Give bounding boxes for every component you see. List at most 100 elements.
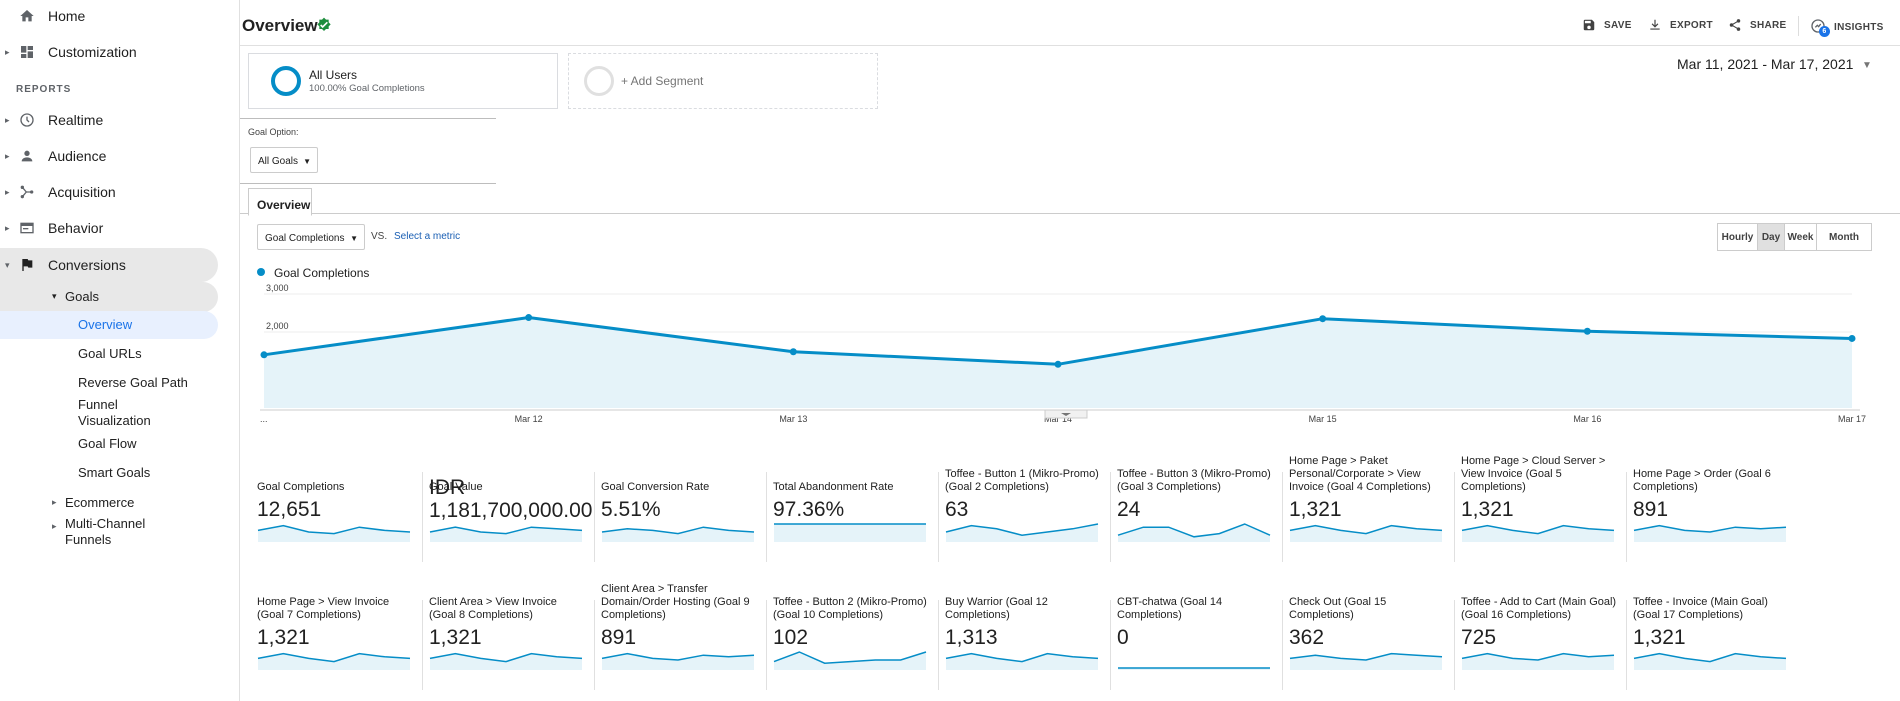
scorecard[interactable]: Toffee - Add to Cart (Main Goal) (Goal 1… (1461, 584, 1621, 672)
scorecard[interactable]: Client Area > Transfer Domain/Order Host… (601, 583, 761, 672)
person-icon (18, 147, 36, 165)
scorecard[interactable]: Check Out (Goal 15 Completions) 362 (1289, 584, 1449, 672)
caret-down-icon: ▼ (350, 234, 358, 243)
scorecard-value: 362 (1289, 626, 1325, 649)
sidebar-item-ecommerce[interactable]: ▸ Ecommerce (0, 486, 218, 518)
scorecard-title: Goal Conversion Rate (601, 481, 710, 493)
sparkline-line (945, 523, 1099, 536)
scorecard[interactable]: Goal Completions 12,651 (257, 456, 417, 544)
behavior-icon (18, 219, 36, 237)
save-button[interactable]: SAVE (1582, 18, 1632, 32)
scorecard[interactable]: Home Page > Cloud Server > View Invoice … (1461, 455, 1621, 544)
scorecard-value: 24 (1117, 498, 1141, 521)
share-button[interactable]: SHARE (1728, 18, 1787, 32)
sparkline-line (945, 652, 1099, 663)
tab-overview[interactable]: Overview (248, 188, 312, 216)
sidebar-item-multi-channel-funnels[interactable]: Multi-Channel Funnels (65, 516, 146, 547)
scorecard-title: Client Area > Transfer Domain/Order Host… (601, 583, 750, 621)
x-tick-label: Mar 17 (1838, 414, 1866, 424)
sidebar-item-acquisition[interactable]: ▸ Acquisition (0, 176, 218, 208)
vs-label: VS. (371, 231, 388, 242)
export-button[interactable]: EXPORT (1648, 18, 1713, 32)
goal-option-label: Goal Option: (248, 127, 299, 137)
sidebar-item-funnel-visualization[interactable]: Funnel Visualization (78, 397, 151, 428)
scorecard-divider (766, 472, 767, 562)
save-label: SAVE (1604, 19, 1632, 31)
scorecard-divider (1110, 472, 1111, 562)
sidebar-item-goals[interactable]: ▾ Goals (0, 280, 218, 312)
scorecard[interactable]: Buy Warrior (Goal 12 Completions) 1,313 (945, 584, 1105, 672)
x-tick-label: ... (260, 414, 268, 424)
scorecard[interactable]: Home Page > View Invoice (Goal 7 Complet… (257, 584, 417, 672)
sidebar-item-home[interactable]: Home (0, 0, 218, 32)
insights-icon: 6 (1810, 18, 1830, 37)
granularity-month-button[interactable]: Month (1816, 223, 1872, 251)
sparkline-area (774, 652, 926, 670)
segment-all-users[interactable]: All Users 100.00% Goal Completions (248, 53, 558, 109)
sparkline-line (601, 652, 755, 661)
page-title: Overview (242, 16, 318, 35)
sidebar-item-goal-flow[interactable]: Goal Flow (78, 436, 137, 451)
goal-option-select[interactable]: All Goals ▼ (250, 147, 318, 173)
metric-select[interactable]: Goal Completions ▼ (257, 224, 365, 250)
granularity-day-button[interactable]: Day (1757, 223, 1785, 251)
sparkline-line (1117, 523, 1271, 538)
sidebar-item-audience[interactable]: ▸ Audience (0, 140, 218, 172)
dashboard-icon (18, 43, 36, 61)
sparkline-line (1461, 524, 1615, 535)
caret-right-icon: ▸ (52, 521, 57, 531)
x-tick-label: Mar 16 (1573, 414, 1601, 424)
flag-icon (18, 256, 36, 274)
date-range-picker[interactable]: Mar 11, 2021 - Mar 17, 2021 (1677, 56, 1854, 72)
sidebar-item-conversions[interactable]: ▾ Conversions (0, 249, 218, 281)
insights-button[interactable]: 6 INSIGHTS (1810, 18, 1884, 37)
scorecard-title: Client Area > View Invoice (Goal 8 Compl… (429, 596, 557, 621)
sidebar-item-reverse-goal-path[interactable]: Reverse Goal Path (78, 375, 188, 390)
sidebar-item-goals-overview[interactable]: Overview (78, 317, 133, 332)
series-area (264, 317, 1852, 408)
scorecard[interactable]: Toffee - Button 3 (Mikro-Promo) (Goal 3 … (1117, 456, 1277, 544)
add-segment-label: + Add Segment (621, 74, 704, 88)
sidebar-item-label: Customization (48, 44, 137, 60)
scorecard-sparkline (773, 651, 927, 670)
scorecard[interactable]: Toffee - Invoice (Main Goal) (Goal 17 Co… (1633, 584, 1793, 672)
granularity-hourly-button[interactable]: Hourly (1717, 223, 1758, 251)
scorecard-divider (1454, 472, 1455, 562)
granularity-week-button[interactable]: Week (1784, 223, 1817, 251)
scorecard[interactable]: Goal Conversion Rate 5.51% (601, 456, 761, 544)
sparkline-area (1290, 653, 1442, 670)
scorecard[interactable]: Goal Value IDR 1,181,700,000.00 (429, 456, 593, 544)
scorecard-divider (1282, 600, 1283, 690)
sparkline-area (946, 524, 1098, 542)
sidebar-item-realtime[interactable]: ▸ Realtime (0, 104, 218, 136)
sparkline-line (257, 652, 411, 663)
add-segment-button[interactable]: + Add Segment (568, 53, 878, 109)
sidebar-item-customization[interactable]: ▸ Customization (0, 36, 218, 68)
chevron-down-icon[interactable]: ▼ (1862, 60, 1872, 71)
report-tabs: Overview (240, 186, 1900, 216)
sparkline-line (1289, 652, 1443, 661)
sparkline-area (602, 527, 754, 542)
caret-right-icon: ▸ (5, 114, 10, 125)
scorecard-sparkline (1633, 524, 1787, 542)
sparkline-line (1633, 524, 1787, 533)
sidebar-item-goal-urls[interactable]: Goal URLs (78, 346, 142, 361)
data-point (1848, 334, 1856, 342)
scorecard[interactable]: Client Area > View Invoice (Goal 8 Compl… (429, 584, 589, 672)
sidebar-item-behavior[interactable]: ▸ Behavior (0, 212, 218, 244)
scorecard[interactable]: CBT-chatwa (Goal 14 Completions) 0 (1117, 584, 1277, 672)
caret-right-icon: ▸ (5, 186, 10, 197)
scorecard[interactable]: Home Page > Order (Goal 6 Completions) 89… (1633, 456, 1793, 544)
scorecard[interactable]: Total Abandonment Rate 97.36% (773, 456, 933, 544)
scorecard-title: Check Out (Goal 15 Completions) (1289, 596, 1387, 621)
data-point (1054, 360, 1062, 368)
sidebar-item-label: Audience (48, 148, 107, 164)
sidebar-item-smart-goals[interactable]: Smart Goals (78, 465, 151, 480)
download-icon (1650, 19, 1660, 30)
scorecard-sparkline (601, 526, 755, 542)
scorecard[interactable]: Toffee - Button 1 (Mikro-Promo) (Goal 2 … (945, 456, 1105, 544)
scorecard[interactable]: Home Page > Paket Personal/Corporate > V… (1289, 455, 1449, 544)
scorecard[interactable]: Toffee - Button 2 (Mikro-Promo) (Goal 10… (773, 584, 933, 672)
select-metric-link[interactable]: Select a metric (394, 231, 461, 242)
scorecard-sparkline (257, 524, 411, 542)
